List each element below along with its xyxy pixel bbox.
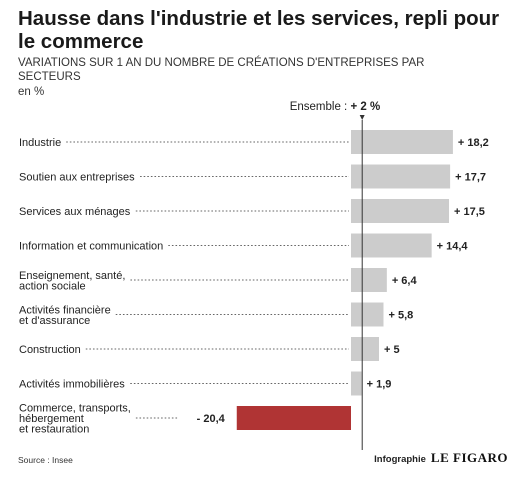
chart-subtitle: VARIATIONS SUR 1 AN DU NOMBRE DE CRÉATIO… — [18, 57, 425, 83]
brand-logo: LE FIGARO — [430, 450, 508, 465]
reference-marker — [359, 115, 365, 120]
category-label: Soutien aux entreprises — [19, 172, 135, 184]
bar — [351, 130, 453, 154]
unit-label: en % — [18, 86, 45, 98]
value-label: + 17,5 — [454, 206, 485, 218]
category-label: Services aux ménages — [19, 206, 131, 218]
value-label: + 5 — [384, 344, 400, 356]
chart-title: Hausse dans l'industrie et les services,… — [18, 7, 500, 53]
value-label: + 1,9 — [367, 379, 392, 391]
credit-label: Infographie — [374, 454, 426, 465]
source-note: Source : Insee — [18, 455, 73, 465]
value-label: + 6,4 — [392, 275, 418, 287]
bar — [351, 268, 387, 292]
value-label: + 5,8 — [388, 310, 413, 322]
value-label: + 14,4 — [437, 241, 469, 253]
category-label: Commerce, transports, hébergement et resta… — [19, 403, 131, 436]
category-label: Enseignement, santé, action sociale — [19, 270, 125, 293]
bar — [236, 406, 351, 430]
value-label: + 18,2 — [458, 137, 489, 149]
value-label: - 20,4 — [197, 413, 226, 425]
bar — [351, 302, 384, 327]
category-label: Industrie — [19, 137, 61, 149]
category-label: Activités immobilières — [19, 379, 125, 391]
category-label: Activités financière et d'assurance — [19, 304, 111, 327]
bar — [351, 164, 451, 189]
category-label: Information et communication — [19, 241, 163, 253]
bar — [351, 371, 362, 396]
category-label: Construction — [19, 344, 81, 356]
value-label: + 17,7 — [455, 172, 486, 184]
bar — [351, 199, 449, 223]
bar — [351, 233, 432, 258]
reference-label: Ensemble : + 2 % — [290, 101, 380, 113]
credit: Infographie LE FIGARO — [374, 450, 508, 466]
bar — [351, 337, 379, 361]
